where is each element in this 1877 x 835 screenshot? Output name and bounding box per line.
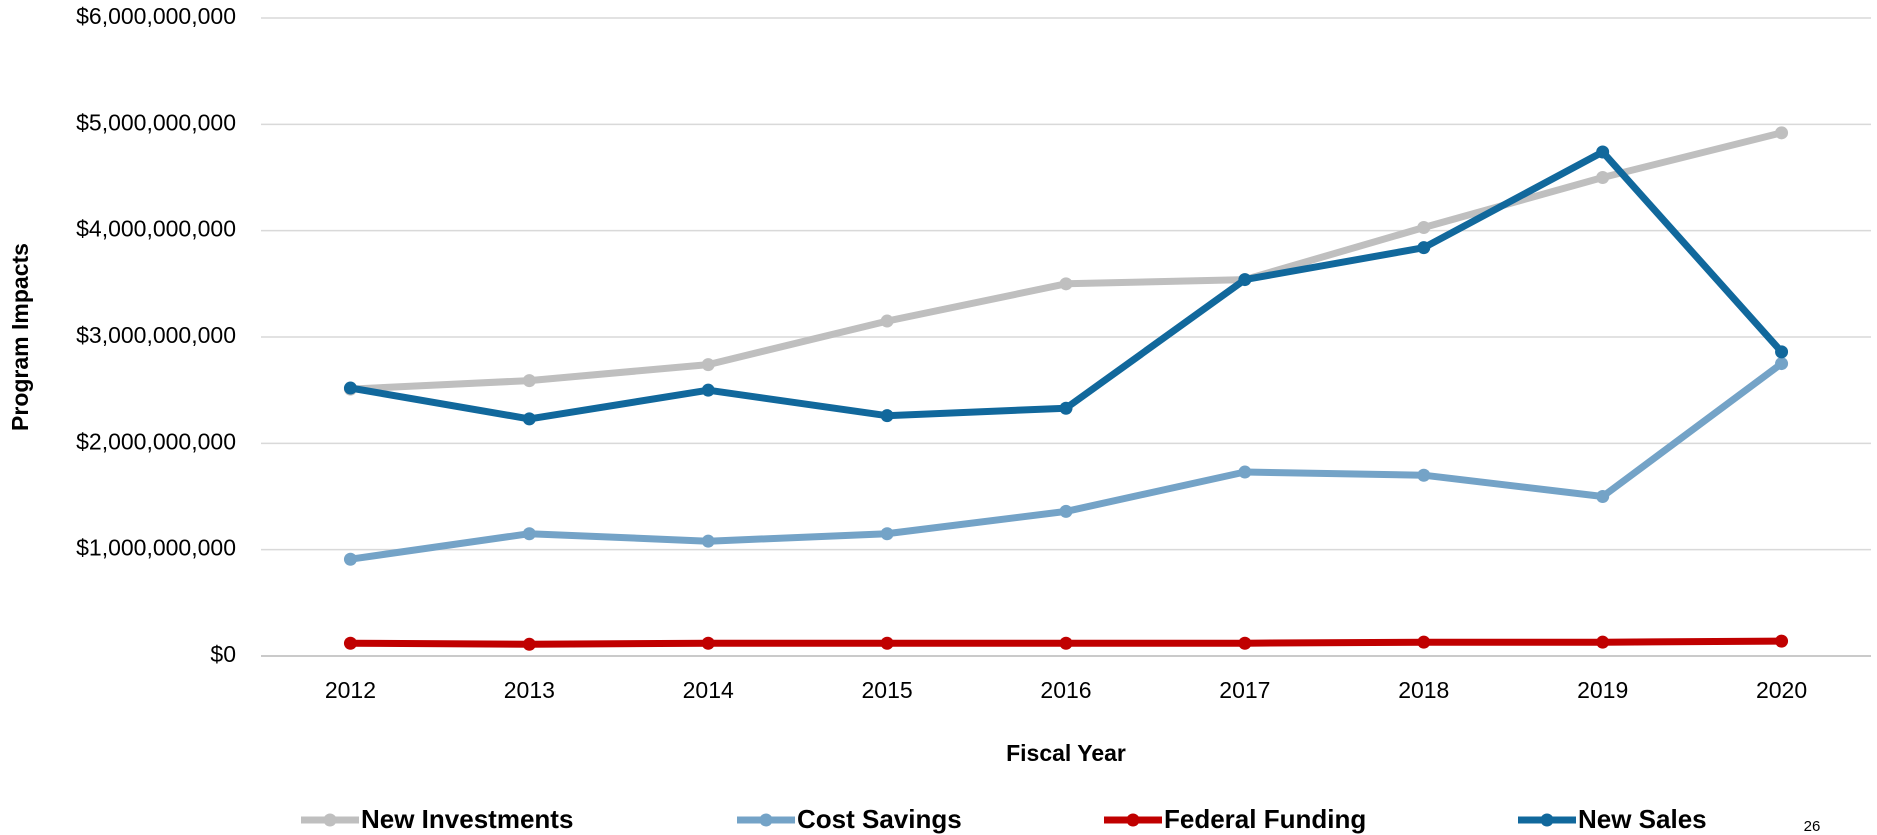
page-number: 26	[1804, 818, 1821, 835]
series	[343, 634, 1789, 651]
legend-label: New Sales	[1578, 804, 1707, 834]
x-tick-label: 2020	[1756, 677, 1807, 703]
legend-label: Cost Savings	[797, 804, 962, 834]
series	[343, 357, 1789, 566]
data-point	[1596, 145, 1610, 159]
data-point	[880, 409, 894, 423]
legend-label: New Investments	[361, 804, 573, 834]
series-line	[346, 360, 1786, 563]
data-point	[1417, 635, 1431, 649]
data-point	[1059, 504, 1073, 518]
data-point	[1596, 635, 1610, 649]
x-tick-label: 2013	[504, 677, 555, 703]
data-point	[522, 374, 536, 388]
y-tick-label: $3,000,000,000	[76, 322, 236, 348]
series	[343, 145, 1789, 426]
legend-label: Federal Funding	[1164, 804, 1366, 834]
data-point	[1059, 277, 1073, 291]
data-point	[880, 636, 894, 650]
data-point	[1417, 220, 1431, 234]
data-point	[1059, 636, 1073, 650]
data-point	[1238, 273, 1252, 287]
y-tick-label: $4,000,000,000	[76, 216, 236, 242]
data-point	[1775, 634, 1789, 648]
y-tick-label: $0	[210, 641, 236, 667]
data-point	[880, 314, 894, 328]
data-point	[522, 637, 536, 651]
data-point	[1417, 468, 1431, 482]
x-tick-label: 2012	[325, 677, 376, 703]
data-point	[701, 534, 715, 548]
data-point	[701, 383, 715, 397]
x-tick-label: 2018	[1398, 677, 1449, 703]
data-point	[1417, 241, 1431, 255]
data-point	[343, 552, 357, 566]
y-tick-label: $1,000,000,000	[76, 535, 236, 561]
x-axis-title: Fiscal Year	[1006, 740, 1126, 766]
data-point	[701, 358, 715, 372]
data-point	[522, 412, 536, 426]
data-point	[343, 381, 357, 395]
legend-marker	[1126, 813, 1140, 827]
y-tick-label: $2,000,000,000	[76, 428, 236, 454]
data-point	[880, 527, 894, 541]
x-tick-label: 2016	[1040, 677, 1091, 703]
data-point	[1775, 126, 1789, 140]
y-tick-label: $5,000,000,000	[76, 109, 236, 135]
x-tick-label: 2014	[683, 677, 734, 703]
y-axis-title: Program Impacts	[7, 243, 33, 431]
data-point	[1238, 465, 1252, 479]
x-tick-label: 2019	[1577, 677, 1628, 703]
data-point	[701, 636, 715, 650]
data-point	[522, 527, 536, 541]
legend-marker	[759, 813, 773, 827]
data-point	[1059, 401, 1073, 415]
x-tick-label: 2017	[1219, 677, 1270, 703]
data-point	[1238, 636, 1252, 650]
data-point	[1596, 171, 1610, 184]
y-tick-label: $6,000,000,000	[76, 3, 236, 29]
data-point	[1596, 490, 1610, 503]
x-tick-label: 2015	[862, 677, 913, 703]
legend-marker	[1540, 813, 1554, 827]
data-point	[343, 636, 357, 650]
data-point	[1775, 357, 1789, 371]
data-point	[1775, 345, 1789, 359]
legend-marker	[323, 813, 337, 827]
